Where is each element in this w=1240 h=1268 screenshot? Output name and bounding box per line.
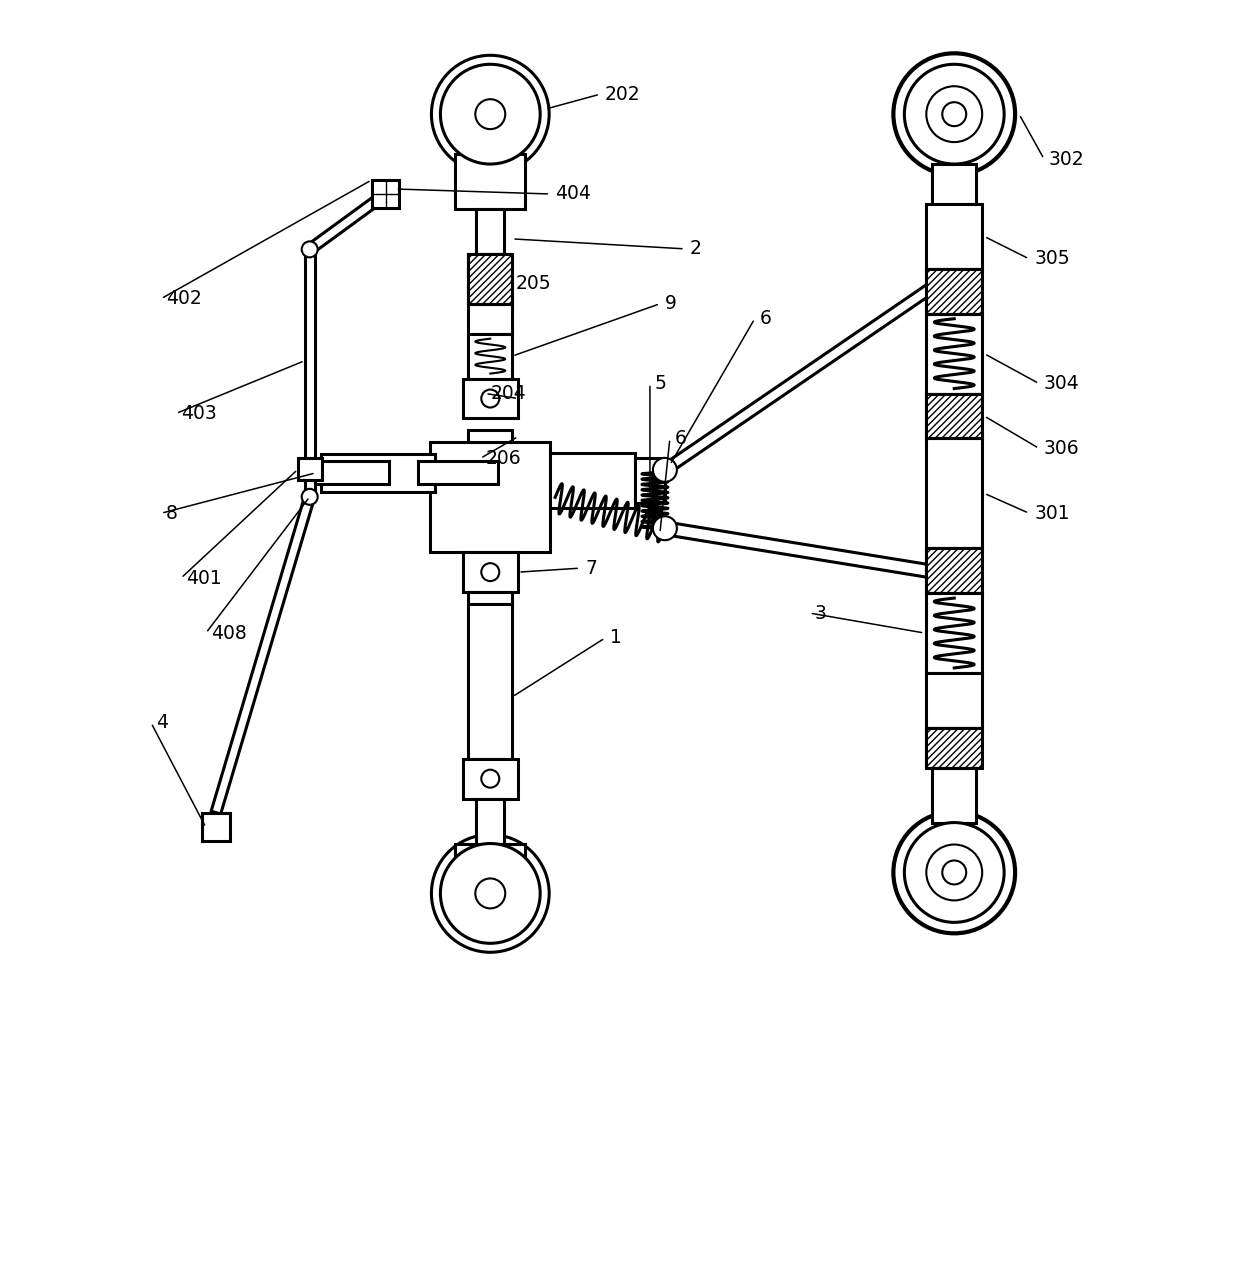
Bar	[469, 592, 512, 604]
Circle shape	[481, 563, 500, 581]
Bar	[551, 454, 635, 508]
Circle shape	[653, 516, 677, 540]
Text: 2: 2	[689, 240, 702, 259]
Bar	[463, 758, 518, 799]
Bar	[455, 843, 526, 899]
Bar	[476, 209, 505, 254]
Bar	[311, 464, 387, 482]
Bar	[476, 799, 505, 843]
Text: 401: 401	[186, 568, 222, 587]
Text: 305: 305	[1034, 250, 1070, 269]
Text: 202: 202	[605, 85, 641, 104]
Circle shape	[301, 489, 317, 505]
Circle shape	[942, 861, 966, 885]
Text: 6: 6	[675, 429, 687, 448]
Text: 4: 4	[156, 714, 169, 733]
Bar	[469, 304, 512, 333]
Bar	[926, 393, 982, 439]
Bar	[932, 164, 976, 204]
Bar	[635, 459, 665, 503]
Bar	[463, 552, 518, 592]
Circle shape	[475, 879, 505, 908]
Text: 306: 306	[1044, 439, 1080, 458]
Text: 1: 1	[610, 629, 622, 648]
Bar	[305, 250, 315, 497]
Polygon shape	[211, 496, 315, 814]
Bar	[418, 462, 498, 484]
Text: 9: 9	[665, 294, 677, 313]
Text: 402: 402	[166, 289, 202, 308]
Circle shape	[904, 823, 1004, 922]
Text: 403: 403	[181, 404, 217, 424]
Bar	[926, 673, 982, 728]
Circle shape	[481, 770, 500, 787]
Bar	[469, 254, 512, 304]
Bar	[926, 439, 982, 548]
Text: 8: 8	[166, 503, 177, 522]
Circle shape	[653, 458, 677, 482]
Text: 302: 302	[1049, 150, 1085, 169]
Text: 3: 3	[815, 604, 826, 623]
Circle shape	[942, 103, 966, 126]
Bar	[469, 254, 512, 304]
Bar	[926, 548, 982, 593]
Circle shape	[904, 65, 1004, 164]
Bar	[202, 813, 229, 841]
Bar	[298, 459, 321, 481]
Bar	[469, 604, 512, 758]
Bar	[420, 464, 496, 482]
Bar	[926, 313, 982, 393]
Bar	[926, 269, 982, 313]
Circle shape	[432, 56, 549, 172]
Text: 304: 304	[1044, 374, 1080, 393]
Polygon shape	[306, 190, 388, 254]
Bar	[926, 269, 982, 313]
Bar	[926, 728, 982, 767]
Text: 5: 5	[655, 374, 667, 393]
Bar	[455, 155, 526, 209]
Bar	[926, 204, 982, 269]
Circle shape	[481, 389, 500, 407]
Text: 206: 206	[485, 449, 521, 468]
Bar	[926, 728, 982, 767]
Bar	[469, 430, 512, 443]
Bar	[932, 767, 976, 823]
Circle shape	[475, 99, 505, 129]
Bar	[926, 393, 982, 439]
Text: 404: 404	[556, 184, 591, 203]
Bar	[469, 333, 512, 379]
Bar	[372, 180, 399, 208]
Circle shape	[893, 53, 1016, 175]
Text: 7: 7	[585, 559, 596, 578]
Text: 205: 205	[516, 274, 551, 293]
Circle shape	[301, 241, 317, 257]
Circle shape	[926, 86, 982, 142]
Text: 408: 408	[211, 624, 247, 643]
Circle shape	[440, 65, 541, 164]
Circle shape	[440, 843, 541, 943]
Circle shape	[432, 834, 549, 952]
Bar	[463, 379, 518, 418]
Circle shape	[893, 812, 1016, 933]
Bar	[430, 443, 551, 552]
Text: 6: 6	[760, 309, 771, 328]
Bar	[926, 548, 982, 593]
Bar	[321, 454, 435, 492]
Bar	[926, 593, 982, 673]
Text: 204: 204	[490, 384, 526, 403]
Text: 301: 301	[1034, 503, 1070, 522]
Circle shape	[926, 844, 982, 900]
Bar	[309, 462, 388, 484]
